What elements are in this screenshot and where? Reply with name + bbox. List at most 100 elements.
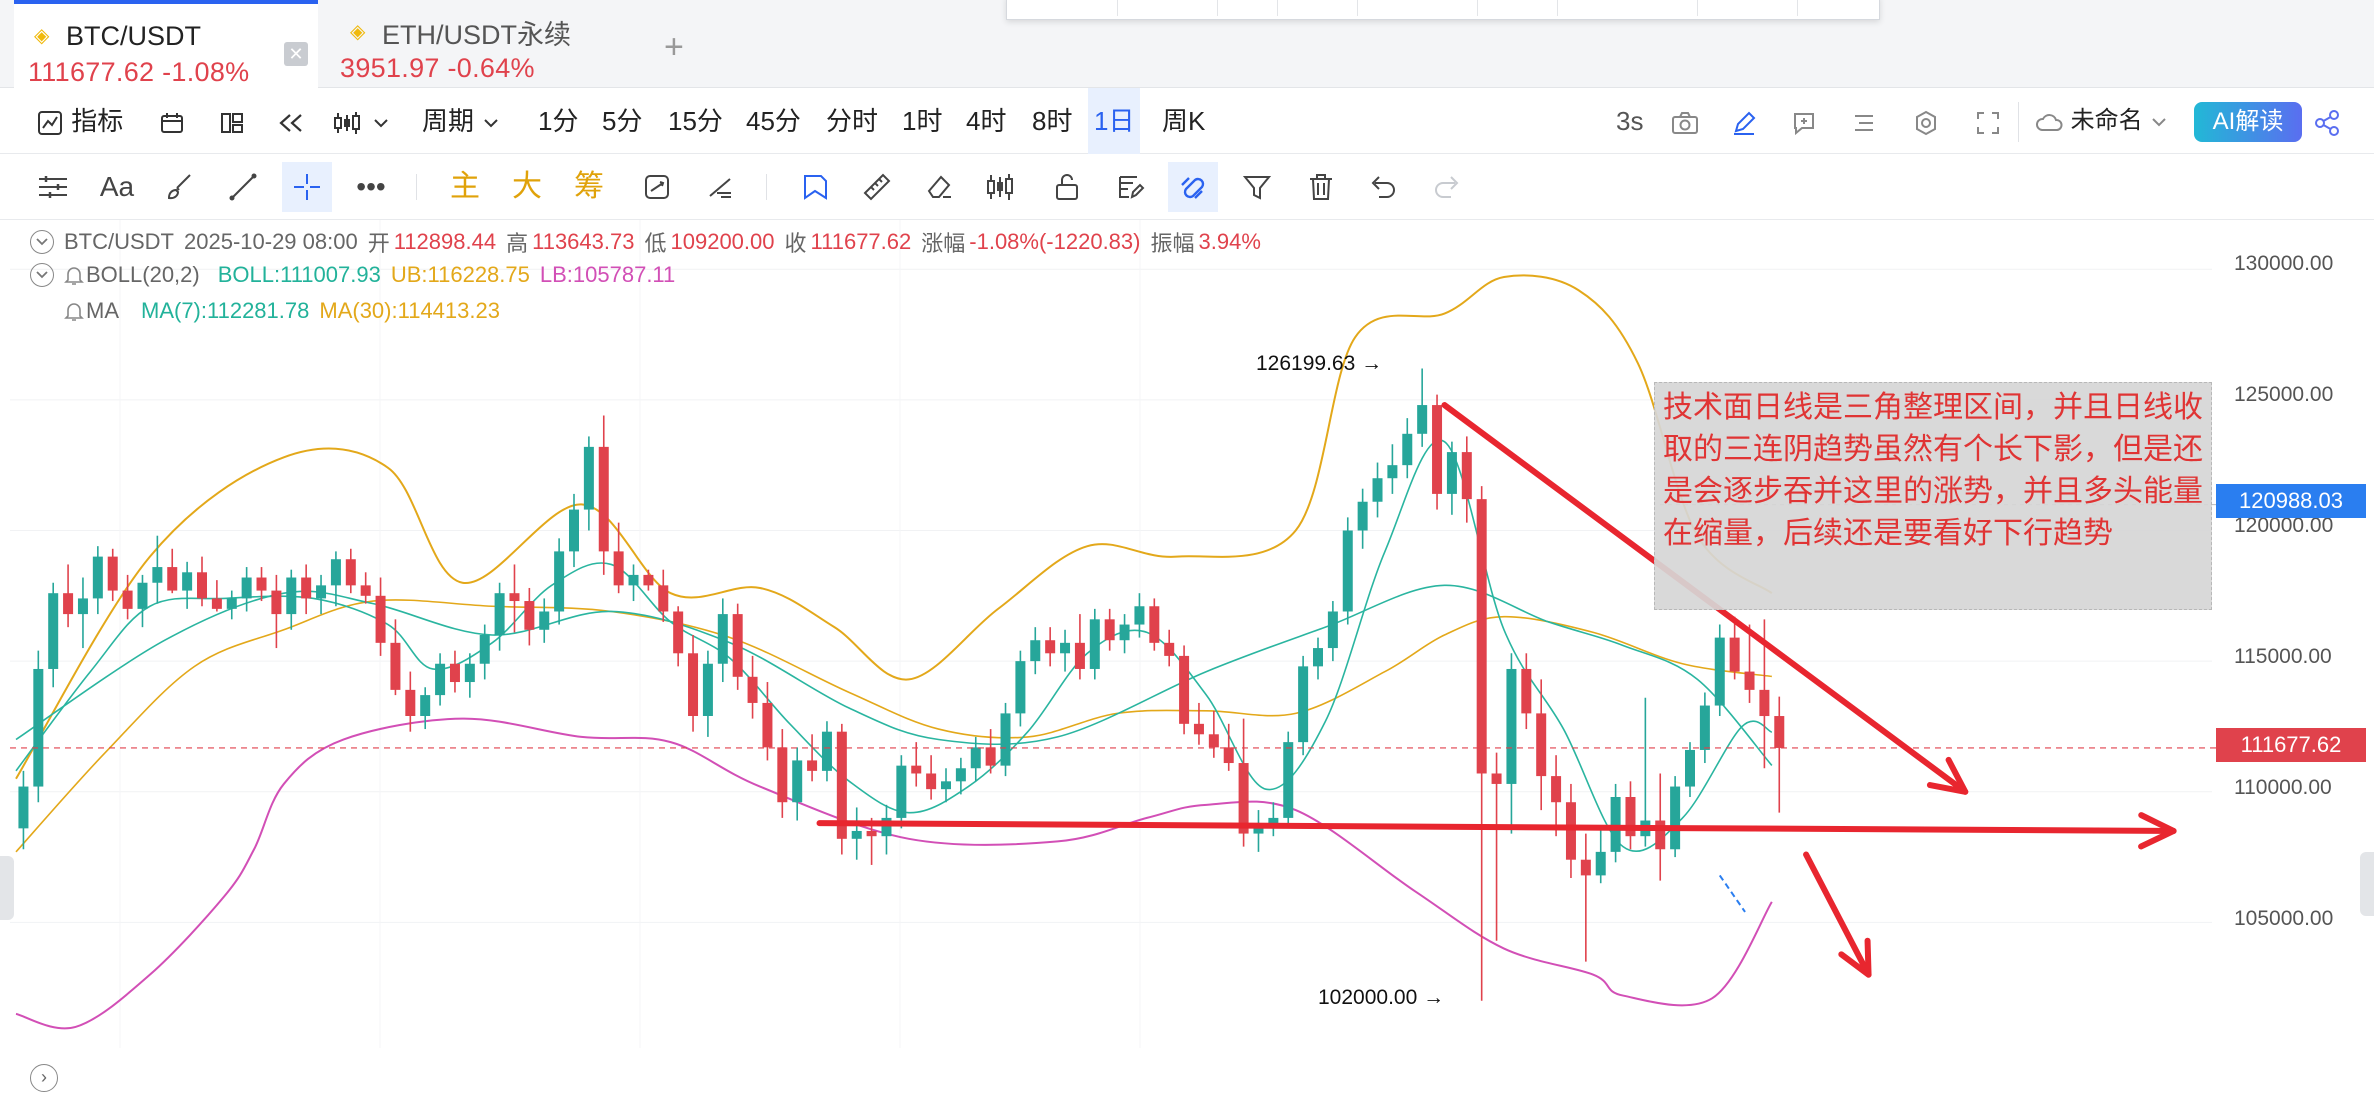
interval-5m[interactable]: 5分 — [602, 106, 643, 136]
share-button[interactable] — [2312, 88, 2342, 154]
candle — [658, 569, 669, 622]
alert-button[interactable] — [1790, 88, 1818, 154]
interval-45m[interactable]: 45分 — [746, 106, 801, 136]
layout-name-dropdown[interactable]: 未命名 — [2034, 88, 2169, 154]
settings-button[interactable] — [1912, 88, 1940, 154]
layout-icon — [221, 113, 243, 134]
interval-8h[interactable]: 8时 — [1032, 106, 1073, 136]
draw-toggle-button[interactable] — [1730, 88, 1758, 154]
candle — [122, 574, 133, 620]
interval-1d[interactable]: 1日 — [1088, 88, 1141, 154]
interval-timeshare[interactable]: 分时 — [826, 106, 879, 136]
period-dropdown[interactable]: 周期 — [422, 88, 501, 154]
candle-body — [1045, 640, 1056, 654]
replay-button[interactable] — [276, 88, 306, 154]
more-tools[interactable]: ••• — [346, 162, 396, 212]
magnet-tool[interactable] — [1168, 162, 1218, 212]
layout-button[interactable] — [218, 88, 246, 154]
big-order-tool[interactable]: 大 — [512, 170, 542, 203]
collapse-chevron-icon[interactable] — [30, 230, 54, 254]
candle-body — [286, 577, 297, 615]
candle-body — [1655, 820, 1666, 850]
tab-quote: 111677.62 -1.08% — [28, 56, 250, 87]
scroll-right-handle[interactable] — [2360, 852, 2374, 916]
brush-tool[interactable] — [154, 162, 204, 212]
ma7-line — [15, 439, 1773, 853]
candle — [494, 582, 505, 651]
bell-icon[interactable] — [64, 300, 84, 322]
layout-name-label: 未命名 — [2070, 107, 2143, 134]
camera-icon — [1672, 112, 1698, 135]
indicator-button[interactable]: 指标 — [36, 88, 123, 154]
candle-body — [941, 781, 951, 790]
delete-tool[interactable] — [1296, 162, 1346, 212]
high-marker: 126199.63 → — [1256, 352, 1383, 375]
candle — [63, 564, 74, 628]
redo-button[interactable] — [1422, 162, 1472, 212]
interval-1m[interactable]: 1分 — [538, 106, 579, 136]
candle — [211, 580, 222, 612]
object-tree-button[interactable] — [1850, 88, 1878, 154]
interval-15m[interactable]: 15分 — [668, 106, 723, 136]
candle-body — [1417, 405, 1428, 434]
collapse-chevron-icon[interactable] — [30, 263, 54, 287]
scroll-left-handle[interactable] — [0, 856, 14, 920]
fullscreen-button[interactable] — [1974, 88, 2002, 154]
candle-body — [851, 830, 862, 839]
candle — [1476, 486, 1487, 1001]
edit-note-tool[interactable] — [1106, 162, 1156, 212]
compare-button[interactable] — [158, 88, 186, 154]
candle — [18, 770, 29, 850]
candle — [1699, 692, 1710, 764]
settings-sliders-tool[interactable] — [28, 162, 78, 212]
text-tool[interactable]: Aa — [92, 162, 142, 212]
eraser-tool[interactable] — [914, 162, 964, 212]
add-tab-icon[interactable]: + — [664, 28, 684, 66]
filter-tool[interactable] — [1232, 162, 1282, 212]
hide-drawings-tool[interactable] — [696, 162, 746, 212]
candle — [821, 721, 832, 782]
tab-btc-usdt[interactable]: ◈ BTC/USDT 111677.62 -1.08% ✕ — [14, 0, 318, 88]
interval-1h[interactable]: 1时 — [902, 106, 943, 136]
candle-body — [137, 582, 148, 609]
eraser-icon — [927, 175, 951, 198]
candle — [1149, 598, 1160, 651]
ohlc-legend: BTC/USDT 2025-10-29 08:00 开 112898.44 高 11… — [30, 226, 1271, 258]
candle-type-dropdown[interactable] — [332, 88, 391, 154]
interval-week[interactable]: 周K — [1162, 106, 1206, 136]
chart-toolbar: 指标 周期 1分 5分 15分 45分 分时 1时 4时 8时 1日 周K 3s — [0, 88, 2374, 154]
candle-body — [1357, 501, 1368, 531]
candle — [1313, 637, 1323, 680]
candle-body — [1030, 640, 1041, 662]
chip-distribution-tool[interactable]: 筹 — [574, 170, 604, 203]
candle — [1714, 624, 1725, 716]
tab-eth-usdt-perp[interactable]: ◈ ETH/USDT永续 3951.97 -0.64% — [330, 0, 630, 88]
close-icon[interactable]: ✕ — [284, 42, 308, 66]
candle-body — [1744, 671, 1755, 690]
expand-panel-icon[interactable]: › — [30, 1064, 58, 1092]
sync-drawing-tool[interactable] — [632, 162, 682, 212]
ai-analysis-button[interactable]: AI解读 — [2194, 102, 2302, 142]
ruler-tool[interactable] — [852, 162, 902, 212]
screenshot-button[interactable] — [1670, 88, 1700, 154]
interval-4h[interactable]: 4时 — [966, 106, 1007, 136]
crosshair-tool[interactable] — [282, 162, 332, 212]
candle-body — [1089, 619, 1100, 669]
undo-icon — [1371, 176, 1395, 198]
candle-body — [613, 551, 624, 586]
candle — [941, 768, 951, 803]
lock-tool[interactable] — [1042, 162, 1092, 212]
candle-compare-tool[interactable] — [978, 162, 1028, 212]
refresh-interval[interactable]: 3s — [1616, 106, 1644, 136]
analysis-note[interactable]: 技术面日线是三角整理区间，并且日线收取的三连阴趋势虽然有个长下影，但是还是会逐步… — [1654, 382, 2212, 610]
main-force-tool[interactable]: 主 — [450, 170, 480, 203]
undo-button[interactable] — [1358, 162, 1408, 212]
trend-line-tool[interactable] — [218, 162, 268, 212]
candle-body — [881, 817, 892, 837]
bell-icon[interactable] — [64, 264, 84, 286]
redo-icon — [1435, 176, 1459, 198]
candle — [643, 569, 654, 591]
annotation-tool[interactable] — [790, 162, 840, 212]
candle-body — [821, 731, 832, 771]
